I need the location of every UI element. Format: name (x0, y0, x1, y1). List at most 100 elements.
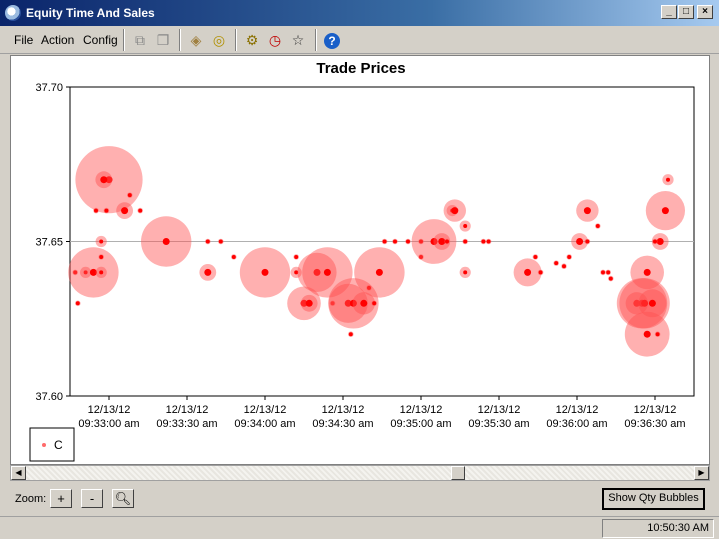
zoom-in-button[interactable]: + (50, 489, 72, 508)
trade-point (104, 208, 109, 213)
trade-point (127, 193, 132, 198)
x-tick-date: 12/13/12 (88, 404, 131, 416)
trade-point (121, 207, 129, 215)
trade-point (656, 238, 664, 245)
menu-config[interactable]: Config (83, 33, 118, 47)
x-tick-time: 09:35:30 am (468, 418, 529, 430)
trade-point (608, 276, 613, 281)
coin-icon[interactable]: ◎ (212, 32, 226, 48)
trade-point (99, 270, 104, 275)
trade-point (305, 299, 313, 307)
x-tick-date: 12/13/12 (166, 404, 209, 416)
zoom-reset-button[interactable]: 🔍︎ (112, 489, 134, 508)
trade-point (75, 301, 80, 306)
tag-icon[interactable]: ◈ (190, 32, 202, 48)
trade-point (524, 268, 532, 276)
trade-point (463, 270, 468, 275)
trade-point (313, 268, 321, 276)
trade-point (138, 208, 143, 213)
trade-point (205, 239, 210, 244)
data-points (68, 146, 686, 357)
trade-point (643, 330, 651, 338)
chart-svg: Trade Prices 37.70 37.65 37.60 12/13/12 09:… (29, 60, 695, 462)
scroll-left-arrow-icon[interactable]: ◀ (11, 466, 26, 480)
trade-point (486, 239, 491, 244)
maximize-button[interactable]: □ (678, 5, 694, 19)
trade-point (348, 332, 353, 337)
chart-title: Trade Prices (316, 60, 405, 77)
trade-point (655, 332, 660, 337)
trade-point (666, 177, 670, 182)
trade-point (606, 270, 611, 275)
trade-point (481, 239, 486, 244)
show-qty-bubbles-button[interactable]: Show Qty Bubbles (602, 488, 705, 510)
status-bar: 10:50:30 AM (0, 516, 719, 539)
trade-point (419, 239, 423, 244)
trade-point (554, 261, 559, 266)
zoom-label: Zoom: (15, 493, 47, 505)
horizontal-scrollbar[interactable]: ◀ ▶ (10, 465, 710, 481)
menu-action[interactable]: Action (41, 33, 75, 47)
window-title: Equity Time And Sales (26, 6, 155, 20)
trade-point (641, 299, 649, 307)
trade-point (105, 176, 113, 184)
y-tick-label: 37.65 (35, 237, 63, 249)
trade-point (463, 224, 468, 229)
copy-icon[interactable]: ⧉ (135, 32, 145, 48)
x-tick-date: 12/13/12 (478, 404, 521, 416)
minimize-button[interactable]: _ (661, 5, 677, 19)
trade-point (643, 268, 651, 276)
toolbar-separator (123, 29, 125, 51)
trade-point (406, 239, 410, 244)
trade-point (393, 239, 397, 244)
trade-point (601, 270, 605, 275)
trade-point (463, 239, 468, 244)
zoom-bar: Zoom: + - 🔍︎ Show Qty Bubbles (0, 484, 719, 514)
trade-point (576, 238, 584, 245)
trade-point (533, 254, 538, 259)
x-tick-time: 09:35:00 am (390, 418, 451, 430)
trade-point (661, 207, 669, 215)
menu-file[interactable]: File (14, 33, 34, 47)
scroll-thumb[interactable] (451, 466, 465, 480)
help-icon[interactable]: ? (322, 30, 342, 50)
y-tick-label: 37.70 (35, 82, 63, 94)
toolbar-separator (315, 29, 317, 51)
trade-point (585, 239, 590, 244)
gear-icon[interactable]: ⚙ (245, 32, 259, 48)
close-button[interactable]: × (697, 5, 713, 19)
clock-icon[interactable]: ◷ (268, 32, 282, 48)
trade-point (583, 207, 591, 215)
x-tick-date: 12/13/12 (400, 404, 443, 416)
trade-point (73, 270, 78, 275)
trade-point (419, 254, 423, 259)
zoom-out-button[interactable]: - (81, 489, 103, 508)
x-tick-time: 09:34:00 am (234, 418, 295, 430)
trade-point (83, 270, 88, 275)
toolbar-separator (235, 29, 237, 51)
x-tick-time: 09:33:30 am (156, 418, 217, 430)
y-tick-label: 37.60 (35, 391, 63, 403)
trade-point (323, 268, 331, 276)
trade-point (360, 299, 368, 307)
y-axis: 37.70 37.65 37.60 (35, 82, 70, 403)
star-icon[interactable]: ☆ (291, 32, 305, 48)
trade-point (382, 239, 387, 244)
trade-point (99, 254, 104, 259)
trade-point (451, 207, 459, 215)
legend-entry: C (54, 438, 63, 452)
trade-point (445, 239, 449, 244)
trade-point (231, 254, 236, 259)
legend-marker (42, 443, 46, 447)
trade-point (218, 239, 223, 244)
trade-point (648, 299, 656, 307)
x-tick-date: 12/13/12 (634, 404, 677, 416)
trade-point (162, 238, 170, 245)
trade-point (294, 254, 299, 259)
scroll-right-arrow-icon[interactable]: ▶ (694, 466, 709, 480)
trade-point (89, 268, 97, 276)
trade-prices-chart: Trade Prices 37.70 37.65 37.60 12/13/12 09:… (10, 55, 710, 465)
trade-point (94, 208, 98, 213)
window-icon[interactable]: ❐ (156, 32, 170, 48)
trade-point (538, 270, 543, 275)
